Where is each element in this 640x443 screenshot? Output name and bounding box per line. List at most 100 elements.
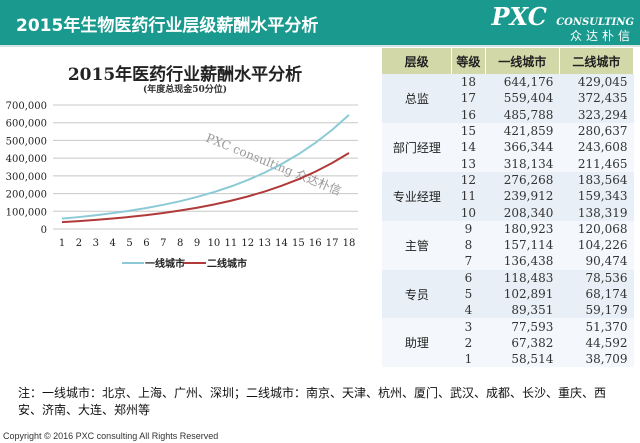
salary-cell: 239,912	[485, 188, 560, 205]
grade-cell: 7	[451, 253, 486, 270]
level-cell: 专员	[382, 269, 452, 319]
legend-label: 二线城市	[207, 257, 247, 270]
level-cell: 助理	[382, 318, 452, 368]
grade-cell: 3	[451, 318, 486, 335]
salary-cell: 276,268	[485, 171, 560, 189]
x-tick-label: 9	[194, 238, 200, 249]
grade-cell: 1	[451, 351, 486, 368]
salary-cell: 159,343	[559, 188, 634, 205]
column-header: 层级	[382, 48, 453, 74]
x-tick-label: 11	[224, 238, 237, 249]
table-row: 2 67,382 44,592	[382, 334, 634, 352]
y-tick-label: 0	[41, 225, 47, 236]
grade-cell: 5	[451, 285, 486, 303]
salary-cell: 323,294	[559, 106, 634, 123]
column-header: 一线城市	[485, 48, 560, 74]
x-tick-label: 4	[109, 238, 115, 249]
table-row: 专员 6 118,483 78,536	[382, 269, 634, 319]
series-line-2	[61, 152, 350, 224]
grade-cell: 18	[451, 74, 486, 91]
x-tick-label: 12	[241, 238, 254, 249]
grade-cell: 13	[451, 155, 486, 172]
salary-cell: 68,174	[559, 285, 634, 303]
salary-cell: 138,319	[559, 204, 634, 221]
y-tick-label: 400,000	[6, 154, 47, 165]
line-chart: 0 100,000 200,000 300,000 400,000 500,000 600,…	[6, 101, 358, 270]
series-line-1	[61, 114, 350, 220]
salary-cell: 59,179	[559, 302, 634, 319]
level-cell: 总监	[382, 74, 452, 123]
x-tick-label: 18	[343, 238, 356, 249]
level-cell: 专业经理	[382, 171, 452, 221]
header-bar: 2015年生物医药行业层级薪酬水平分析 PXC CONSULTING 众达朴信	[0, 0, 640, 47]
grade-cell: 16	[451, 106, 486, 123]
x-tick-label: 5	[126, 238, 132, 249]
salary-cell: 429,045	[559, 74, 634, 91]
grade-cell: 9	[451, 220, 486, 237]
table-row: 8 157,114 104,226	[382, 236, 634, 254]
salary-cell: 120,068	[559, 220, 634, 237]
salary-cell: 280,637	[559, 122, 634, 140]
table-row: 13 318,134 211,465	[382, 155, 634, 172]
salary-cell: 366,344	[485, 139, 560, 156]
table-row: 5 102,891 68,174	[382, 285, 634, 303]
table-row: 11 239,912 159,343	[382, 188, 634, 205]
grade-cell: 11	[451, 188, 486, 205]
table-row: 10 208,340 138,319	[382, 204, 634, 221]
y-tick-label: 600,000	[6, 119, 47, 130]
table-row: 1 58,514 38,709	[382, 351, 634, 368]
salary-cell: 372,435	[559, 90, 634, 107]
grade-cell: 6	[451, 269, 486, 286]
grade-cell: 10	[451, 204, 486, 221]
footnote: 注：一线城市：北京、上海、广州、深圳；二线城市：南京、天津、杭州、厦门、武汉、成…	[18, 386, 607, 417]
x-tick-label: 1	[59, 238, 65, 249]
salary-cell: 157,114	[485, 236, 560, 254]
x-tick-label: 16	[309, 238, 322, 249]
salary-cell: 485,788	[485, 106, 560, 123]
column-header: 二线城市	[559, 48, 635, 74]
grade-cell: 4	[451, 302, 486, 319]
salary-cell: 318,134	[485, 155, 560, 172]
y-tick-label: 100,000	[6, 207, 47, 218]
salary-cell: 51,370	[559, 318, 634, 335]
page-title: 2015年生物医药行业层级薪酬水平分析	[16, 16, 319, 36]
chart-subtitle: (年度总现金50分位)	[142, 85, 228, 95]
salary-cell: 38,709	[559, 351, 634, 368]
salary-cell: 644,176	[485, 74, 560, 91]
salary-cell: 102,891	[485, 285, 560, 303]
table-row: 主管 9 180,923 120,068	[382, 220, 634, 270]
salary-cell: 44,592	[559, 334, 634, 352]
table-row: 14 366,344 243,608	[382, 139, 634, 156]
table-row: 4 89,351 59,179	[382, 302, 634, 319]
x-tick-label: 13	[258, 238, 271, 249]
x-tick-label: 14	[275, 238, 288, 249]
salary-cell: 90,474	[559, 253, 634, 270]
x-tick-label: 7	[160, 238, 166, 249]
y-tick-label: 300,000	[6, 172, 47, 183]
salary-cell: 421,859	[485, 122, 560, 140]
grade-cell: 17	[451, 90, 486, 107]
x-tick-label: 6	[143, 238, 149, 249]
x-tick-label: 3	[93, 238, 99, 249]
logo: PXC CONSULTING 众达朴信	[491, 2, 635, 43]
x-tick-label: 8	[177, 238, 183, 249]
grade-cell: 8	[451, 236, 486, 254]
salary-cell: 67,382	[485, 334, 560, 352]
level-cell: 主管	[382, 220, 452, 270]
grade-cell: 15	[451, 122, 486, 140]
table-row: 部门经理 15 421,859 280,637	[382, 122, 634, 172]
salary-cell: 211,465	[559, 155, 634, 172]
table-row: 16 485,788 323,294	[382, 106, 634, 123]
chart-title: 2015年医药行业薪酬水平分析	[67, 65, 303, 85]
salary-cell: 78,536	[559, 269, 634, 286]
legend-label: 一线城市	[145, 257, 185, 270]
table-row: 总监 18 644,176 429,045	[382, 74, 634, 123]
table-row: 7 136,438 90,474	[382, 253, 634, 270]
grade-cell: 12	[451, 171, 486, 189]
y-tick-label: 700,000	[6, 101, 47, 112]
x-tick-label: 10	[208, 238, 221, 249]
salary-cell: 77,593	[485, 318, 560, 335]
salary-cell: 243,608	[559, 139, 634, 156]
salary-cell: 89,351	[485, 302, 560, 319]
y-tick-label: 200,000	[6, 190, 47, 201]
